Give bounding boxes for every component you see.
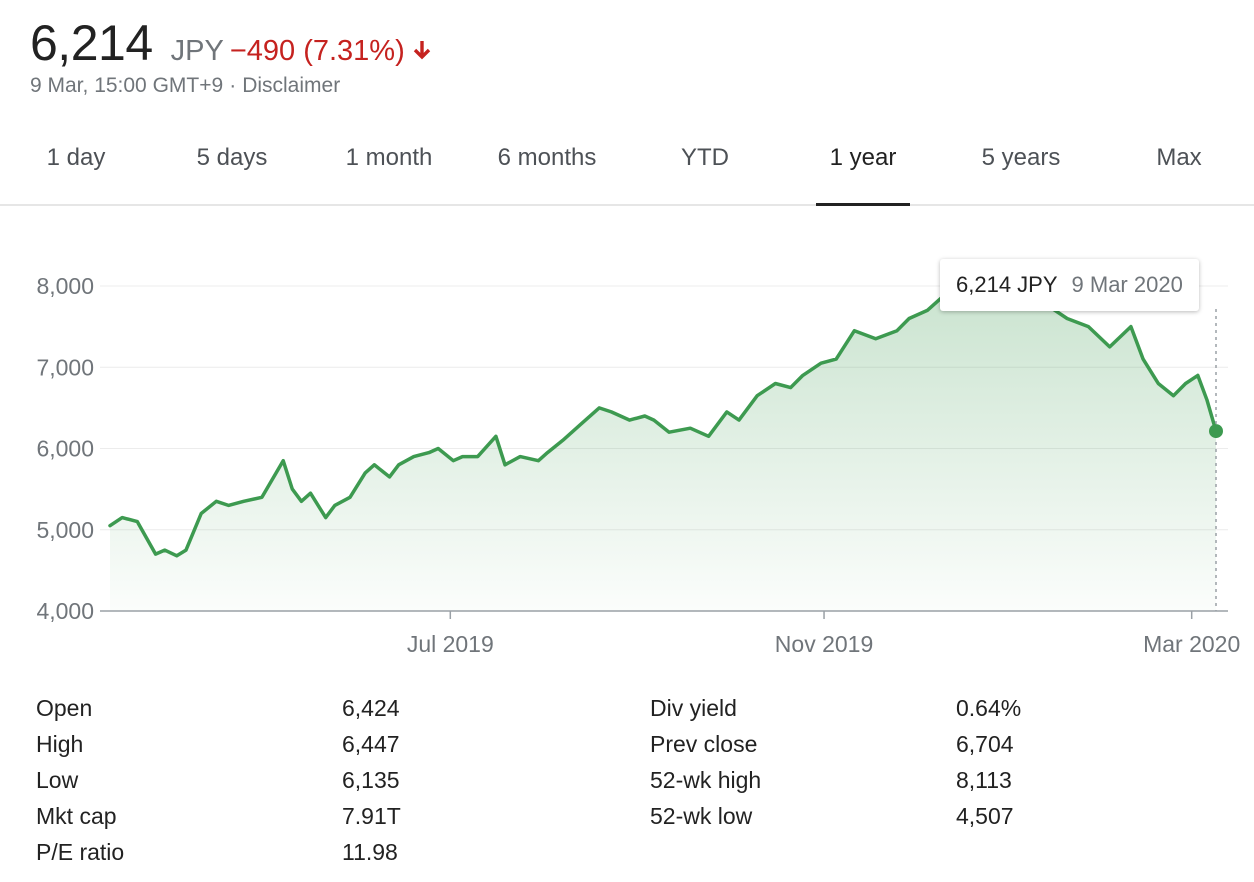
stat-value: 6,447 xyxy=(342,731,400,757)
stat-label: Low xyxy=(36,767,79,793)
stats-right-column: Div yield 0.64% Prev close 6,704 52-wk high 8… xyxy=(650,695,1070,839)
x-tick-label: Jul 2019 xyxy=(407,631,494,657)
stat-value: 11.98 xyxy=(342,839,398,865)
stat-label: P/E ratio xyxy=(36,839,125,865)
tab-1-day[interactable]: 1 day xyxy=(46,144,106,171)
stat-label: 52-wk high xyxy=(650,767,762,793)
stat-value: 6,135 xyxy=(342,767,400,793)
stat-row: 52-wk high 8,113 xyxy=(650,767,1070,803)
stat-value: 8,113 xyxy=(956,767,1012,793)
stat-row: High 6,447 xyxy=(36,731,456,767)
stat-row: Low 6,135 xyxy=(36,767,456,803)
price-chart[interactable]: 4,000 5,000 6,000 7,000 8,000 Jul 2019 Nov 201… xyxy=(0,205,1254,675)
stat-label: Prev close xyxy=(650,731,758,757)
stat-value: 7.91T xyxy=(342,803,401,829)
x-tick-label: Mar 2020 xyxy=(1143,631,1240,657)
tab-5-days[interactable]: 5 days xyxy=(196,144,268,171)
quote-header: 6,214 JPY −490 (7.31%) 9 Mar, 15:00 GMT+… xyxy=(30,14,433,98)
y-tick-label: 4,000 xyxy=(36,598,94,624)
quote-timestamp: 9 Mar, 15:00 GMT+9 xyxy=(30,74,224,97)
price-change: −490 (7.31%) xyxy=(229,35,405,67)
separator: · xyxy=(229,74,237,97)
y-tick-label: 6,000 xyxy=(36,436,94,462)
quote-timestamp-line: 9 Mar, 15:00 GMT+9 · Disclaimer xyxy=(30,74,433,98)
stat-label: Div yield xyxy=(650,695,737,721)
stat-label: High xyxy=(36,731,84,757)
price-area-fill xyxy=(110,277,1216,611)
current-price: 6,214 xyxy=(30,15,153,71)
stat-label: Mkt cap xyxy=(36,803,117,829)
tab-ytd[interactable]: YTD xyxy=(681,144,729,171)
y-tick-label: 5,000 xyxy=(36,517,94,543)
current-price-dot xyxy=(1209,424,1223,439)
tab-1-month[interactable]: 1 month xyxy=(345,144,433,171)
chart-tooltip: 6,214 JPY 9 Mar 2020 xyxy=(940,259,1199,311)
stat-row: Div yield 0.64% xyxy=(650,695,1070,731)
currency-label: JPY xyxy=(170,35,224,67)
stat-value: 6,424 xyxy=(342,695,400,721)
stat-row: 52-wk low 4,507 xyxy=(650,803,1070,839)
stat-row: Open 6,424 xyxy=(36,695,456,731)
stats-left-column: Open 6,424 High 6,447 Low 6,135 Mkt cap 7.91T P/… xyxy=(36,695,456,875)
tab-1-year[interactable]: 1 year xyxy=(816,120,910,206)
stat-value: 6,704 xyxy=(956,731,1014,757)
stat-label: 52-wk low xyxy=(650,803,753,829)
tab-6-months[interactable]: 6 months xyxy=(497,144,597,171)
stat-value: 0.64% xyxy=(956,695,1022,721)
y-tick-label: 8,000 xyxy=(36,273,94,299)
arrow-down-icon xyxy=(411,39,433,61)
x-tick-label: Nov 2019 xyxy=(775,631,873,657)
stat-row: Prev close 6,704 xyxy=(650,731,1070,767)
y-tick-label: 7,000 xyxy=(36,354,94,380)
tab-5-years[interactable]: 5 years xyxy=(981,144,1061,171)
stat-value: 4,507 xyxy=(956,803,1014,829)
stat-row: Mkt cap 7.91T xyxy=(36,803,456,839)
range-tabs: 1 day 5 days 1 month 6 months YTD 1 year… xyxy=(0,120,1254,206)
stat-row: P/E ratio 11.98 xyxy=(36,839,456,875)
tooltip-price: 6,214 JPY xyxy=(956,272,1058,297)
price-line: 6,214 JPY −490 (7.31%) xyxy=(30,14,433,72)
stat-label: Open xyxy=(36,695,93,721)
tab-max[interactable]: Max xyxy=(1156,144,1202,171)
disclaimer-link[interactable]: Disclaimer xyxy=(242,74,341,97)
tooltip-date: 9 Mar 2020 xyxy=(1071,272,1183,297)
chart-svg: 4,000 5,000 6,000 7,000 8,000 Jul 2019 Nov 201… xyxy=(36,273,1240,657)
